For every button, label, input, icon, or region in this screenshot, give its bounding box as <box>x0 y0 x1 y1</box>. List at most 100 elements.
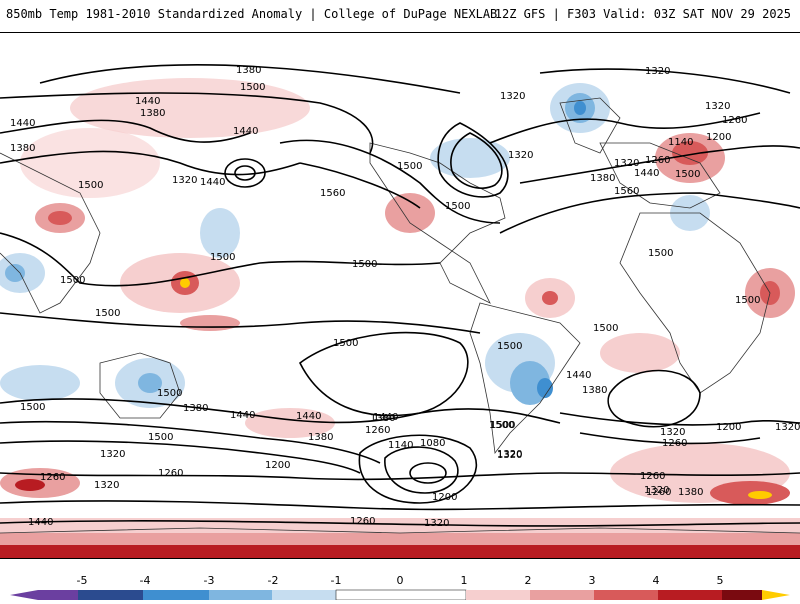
contour-label: 1440 <box>28 517 53 528</box>
colorbar-segment-m3 <box>143 590 209 600</box>
contour-label: 1320 <box>497 450 522 461</box>
contour-label: 1080 <box>420 438 445 449</box>
contour-label: 1200 <box>432 492 457 503</box>
map-title: 850mb Temp 1981-2010 Standardized Anomal… <box>6 7 498 21</box>
contour-label: 1500 <box>333 338 358 349</box>
contour-label: 1560 <box>614 186 639 197</box>
contour-label: 1320 <box>424 518 449 529</box>
contour-label: 1260 <box>646 487 671 498</box>
colorbar-tick: -1 <box>330 574 342 587</box>
colorbar-tick: 5 <box>716 574 724 587</box>
contour-label: 1380 <box>236 65 261 76</box>
contour-label: 1440 <box>296 411 321 422</box>
contour-label: 1320 <box>775 422 800 433</box>
contour-label: 1440 <box>200 177 225 188</box>
contour-label: 1500 <box>78 180 103 191</box>
contour-label: 1260 <box>40 472 65 483</box>
contour-label: 1200 <box>265 460 290 471</box>
contour-label: 1500 <box>157 388 182 399</box>
antarctica-coast <box>0 527 800 534</box>
contour-label: 1320 <box>705 101 730 112</box>
contour-label: 1500 <box>240 82 265 93</box>
colorbar-tick: 2 <box>524 574 532 587</box>
contour-label: 1260 <box>645 155 670 166</box>
contour-label: 1500 <box>675 169 700 180</box>
anomaly-map: 1380 1500 1440 1380 1440 1440 1380 1500 … <box>0 33 800 558</box>
colorbar <box>0 570 800 601</box>
greenland-coast <box>559 97 621 154</box>
contour-label: 1440 <box>233 126 258 137</box>
anomaly-shading <box>0 33 800 558</box>
contour-label: 1500 <box>60 275 85 286</box>
colorbar-tick: 1 <box>460 574 468 587</box>
contour-label: 1500 <box>648 248 673 259</box>
contour-label: 1140 <box>668 137 693 148</box>
contour-label: 1500 <box>593 323 618 334</box>
contour-label: 1320 <box>172 175 197 186</box>
contour-label: 1500 <box>20 402 45 413</box>
contour-label: 1500 <box>490 420 515 431</box>
africa-coast <box>619 212 771 394</box>
contour-label: 1500 <box>148 432 173 443</box>
colorbar-tick: -4 <box>139 574 151 587</box>
colorbar-segment-m4 <box>78 590 143 600</box>
colorbar-arrow-left <box>10 590 38 600</box>
colorbar-tick: -3 <box>203 574 215 587</box>
colorbar-arrow-right <box>762 590 790 600</box>
contour-label: 1260 <box>158 468 183 479</box>
run-info: 12Z GFS | F303 Valid: 03Z SAT NOV 29 202… <box>494 7 791 21</box>
contour-label: 1500 <box>497 341 522 352</box>
contour-label: 1320 <box>497 449 522 460</box>
contour-label: 1260 <box>365 425 390 436</box>
colorbar-segment-p3 <box>594 590 658 600</box>
contour-label: 1380 <box>582 385 607 396</box>
contour-label: 1380 <box>678 487 703 498</box>
colorbar-tick: -5 <box>76 574 88 587</box>
contour-label: 1260 <box>662 438 687 449</box>
height-contours <box>0 64 800 527</box>
colorbar-segment-p2 <box>530 590 594 600</box>
contour-label: 1500 <box>210 252 235 263</box>
contour-label: 1380 <box>10 143 35 154</box>
coastlines <box>0 97 800 534</box>
europe-coast <box>599 142 721 209</box>
contour-label: 1440 <box>634 168 659 179</box>
contour-label: 1380 <box>183 403 208 414</box>
colorbar-tick: 3 <box>588 574 596 587</box>
contour-label: 1320 <box>500 91 525 102</box>
south-america-coast <box>469 302 581 455</box>
contour-label: 1140 <box>388 440 413 451</box>
north-america-coast <box>369 142 506 304</box>
colorbar-segment-m1 <box>272 590 336 600</box>
contour-label: 1440 <box>10 118 35 129</box>
contour-label: 1440 <box>135 96 160 107</box>
map-panel: 1380 1500 1440 1380 1440 1440 1380 1500 … <box>0 32 800 559</box>
colorbar-segment-p1 <box>466 590 530 600</box>
asia-coast <box>0 152 101 314</box>
contour-label: 1320 <box>100 449 125 460</box>
contour-label: 1500 <box>95 308 120 319</box>
contour-labels: 1380 1500 1440 1380 1440 1440 1380 1500 … <box>10 65 800 529</box>
colorbar-tick: 0 <box>396 574 404 587</box>
contour-label: 1500 <box>735 295 760 306</box>
contour-label: 1500 <box>352 259 377 270</box>
contour-label: 1260 <box>722 115 747 126</box>
contour-label: 1200 <box>706 132 731 143</box>
contour-label: 1320 <box>644 485 669 496</box>
contour-label: 1200 <box>716 422 741 433</box>
contour-label: 1380 <box>140 108 165 119</box>
contour-label: 1440 <box>566 370 591 381</box>
contour-label: 1380 <box>370 413 395 424</box>
contour-label: 1320 <box>508 150 533 161</box>
colorbar-tick: 4 <box>652 574 660 587</box>
contour-label: 1320 <box>614 158 639 169</box>
contour-label: 1320 <box>660 427 685 438</box>
colorbar-segment-m2 <box>209 590 272 600</box>
colorbar-tick: -2 <box>267 574 279 587</box>
contour-label: 1500 <box>489 420 514 431</box>
colorbar-segment-z <box>335 589 467 601</box>
contour-label: 1380 <box>308 432 333 443</box>
contour-label: 1500 <box>445 201 470 212</box>
colorbar-segment-p5 <box>722 590 762 600</box>
contour-label: 1260 <box>640 471 665 482</box>
